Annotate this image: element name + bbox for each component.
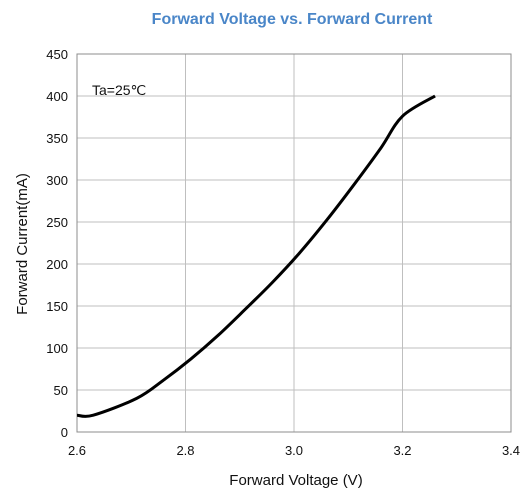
- y-tick-label: 150: [46, 299, 68, 314]
- y-tick-label: 450: [46, 47, 68, 62]
- y-axis-title: Forward Current(mA): [14, 173, 31, 315]
- y-tick-label: 0: [61, 425, 68, 440]
- x-tick-label: 3.0: [285, 443, 303, 458]
- y-tick-label: 200: [46, 257, 68, 272]
- plot-frame: [76, 53, 512, 433]
- y-tick-label: 300: [46, 173, 68, 188]
- x-tick-label: 3.2: [393, 443, 411, 458]
- y-tick-label: 50: [54, 383, 68, 398]
- chart-title: Forward Voltage vs. Forward Current: [152, 11, 433, 28]
- grid-lines: [76, 53, 512, 433]
- y-tick-label: 350: [46, 131, 68, 146]
- x-tick-label: 2.6: [68, 443, 86, 458]
- chart-annotation: Ta=25℃: [92, 82, 146, 98]
- x-tick-label: 3.4: [502, 443, 520, 458]
- y-tick-label: 100: [46, 341, 68, 356]
- x-tick-label: 2.8: [176, 443, 194, 458]
- y-tick-label: 400: [46, 89, 68, 104]
- x-axis-title: Forward Voltage (V): [229, 472, 362, 489]
- y-tick-label: 250: [46, 215, 68, 230]
- series-line-0: [76, 94, 436, 418]
